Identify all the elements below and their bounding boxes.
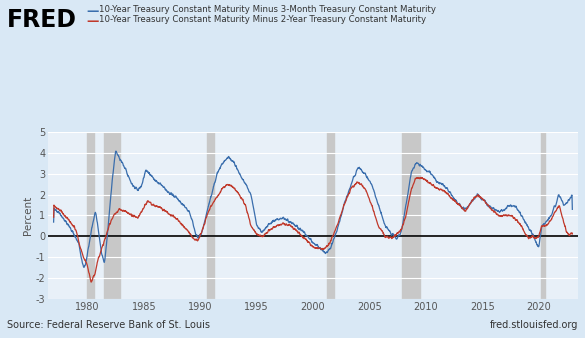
Bar [104,132,120,299]
Bar [87,132,94,299]
Text: —: — [87,15,99,28]
Y-axis label: Percent: Percent [23,196,33,235]
Text: FRED: FRED [7,8,77,32]
Bar [541,132,545,299]
Text: 10-Year Treasury Constant Maturity Minus 2-Year Treasury Constant Maturity: 10-Year Treasury Constant Maturity Minus… [99,15,426,24]
Text: —: — [87,5,99,18]
Bar [402,132,420,299]
Bar [207,132,214,299]
Bar [326,132,335,299]
Text: 10-Year Treasury Constant Maturity Minus 3-Month Treasury Constant Maturity: 10-Year Treasury Constant Maturity Minus… [99,5,436,14]
Text: Source: Federal Reserve Bank of St. Louis: Source: Federal Reserve Bank of St. Loui… [7,319,210,330]
Text: fred.stlouisfed.org: fred.stlouisfed.org [490,319,578,330]
